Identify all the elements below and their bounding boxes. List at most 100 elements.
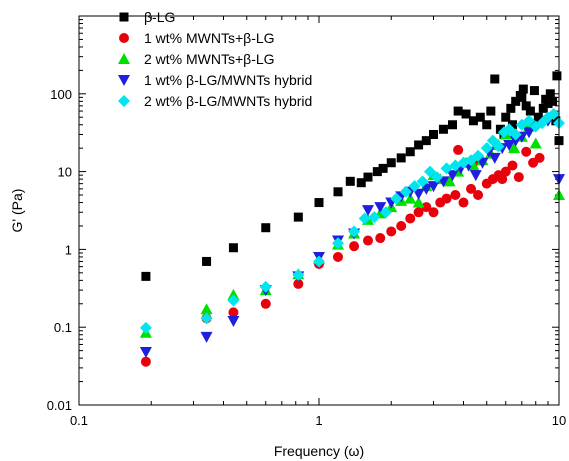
legend-item: 1 wt% β-LG/MWNTs hybrid: [118, 72, 312, 88]
legend-marker: [118, 53, 130, 64]
legend-label: 2 wt% β-LG/MWNTs hybrid: [144, 93, 312, 109]
data-point: [472, 149, 485, 162]
plot-frame: [78, 15, 560, 406]
data-point: [396, 220, 407, 231]
y-tick-label: 10: [58, 165, 72, 180]
data-point: [475, 112, 485, 122]
data-point: [521, 146, 532, 157]
data-point: [541, 94, 551, 104]
data-point: [292, 268, 305, 281]
y-tick-label: 100: [50, 87, 72, 102]
legend-label: 1 wt% β-LG/MWNTs hybrid: [144, 72, 312, 88]
legend-marker: [118, 75, 130, 86]
data-point: [427, 181, 440, 193]
data-point: [412, 196, 425, 208]
legend-item: 2 wt% β-LG/MWNTs hybrid: [118, 93, 312, 109]
data-point: [438, 124, 448, 134]
data-point: [468, 116, 478, 126]
data-point: [529, 86, 539, 96]
data-point: [423, 165, 436, 178]
legend-marker: [119, 33, 129, 43]
data-point: [141, 271, 151, 281]
data-point: [545, 89, 555, 99]
data-point: [374, 202, 387, 214]
data-point: [521, 101, 531, 111]
data-point: [386, 158, 396, 168]
data-point: [259, 280, 272, 293]
data-point: [430, 171, 443, 184]
data-point: [453, 144, 464, 155]
data-point: [429, 129, 439, 139]
data-point: [200, 303, 213, 315]
data-point: [412, 188, 425, 200]
legend-item: β-LG: [119, 9, 175, 25]
data-point: [200, 331, 213, 343]
x-tick-label: 10: [552, 413, 566, 428]
data-point: [507, 120, 517, 130]
data-point: [404, 192, 417, 204]
data-point: [348, 225, 361, 238]
data-point: [548, 96, 558, 106]
data-point: [363, 172, 373, 182]
data-point: [517, 92, 527, 102]
data-point: [469, 170, 482, 182]
data-point: [368, 211, 381, 224]
data-point: [399, 185, 412, 198]
data-point: [523, 114, 536, 127]
legend: β-LG 1 wt% MWNTs+β-LG 2 wt% MWNTs+β-LG 1 wt…: [118, 9, 312, 109]
data-point: [525, 106, 535, 116]
data-point: [228, 307, 239, 318]
data-point: [313, 255, 325, 268]
data-point: [139, 321, 152, 334]
data-point: [497, 174, 508, 185]
data-point: [420, 183, 433, 195]
data-point: [293, 278, 304, 289]
data-point: [523, 127, 536, 139]
data-point: [506, 103, 516, 113]
data-point: [538, 103, 548, 113]
series-1: [141, 71, 564, 281]
legend-label: β-LG: [144, 9, 175, 25]
data-point: [518, 84, 528, 94]
data-point: [260, 298, 271, 309]
data-point: [490, 74, 500, 84]
legend-label: 1 wt% MWNTs+β-LG: [144, 30, 275, 46]
series-5: [139, 107, 565, 334]
data-point: [453, 106, 463, 116]
data-point: [333, 251, 344, 262]
data-point: [534, 152, 545, 163]
x-axis-label: Frequency (ω): [274, 443, 364, 459]
data-point: [227, 288, 240, 300]
data-point: [261, 223, 271, 233]
legend-item: 1 wt% MWNTs+β-LG: [119, 30, 275, 46]
data-point: [501, 112, 511, 122]
data-point: [227, 316, 240, 328]
data-point: [509, 135, 522, 147]
data-point: [139, 346, 152, 358]
data-point: [228, 243, 238, 253]
data-point: [390, 192, 403, 205]
data-point: [345, 176, 355, 186]
data-point: [482, 120, 492, 130]
data-point: [503, 139, 516, 151]
marks-layer: [139, 71, 565, 367]
data-point: [408, 180, 421, 193]
x-tick-label: 0.1: [70, 413, 88, 428]
data-point: [421, 136, 431, 146]
data-point: [362, 235, 373, 246]
data-point: [443, 175, 456, 187]
data-point: [458, 197, 469, 208]
data-point: [202, 256, 212, 266]
data-point: [488, 152, 501, 164]
y-tick-label: 0.01: [47, 398, 72, 413]
data-point: [140, 356, 151, 367]
data-point: [448, 120, 458, 130]
data-point: [414, 140, 424, 150]
data-point: [428, 207, 439, 218]
data-point: [413, 207, 424, 218]
data-point: [361, 205, 374, 217]
data-point: [421, 202, 432, 213]
data-point: [333, 187, 343, 197]
data-point: [508, 142, 521, 154]
